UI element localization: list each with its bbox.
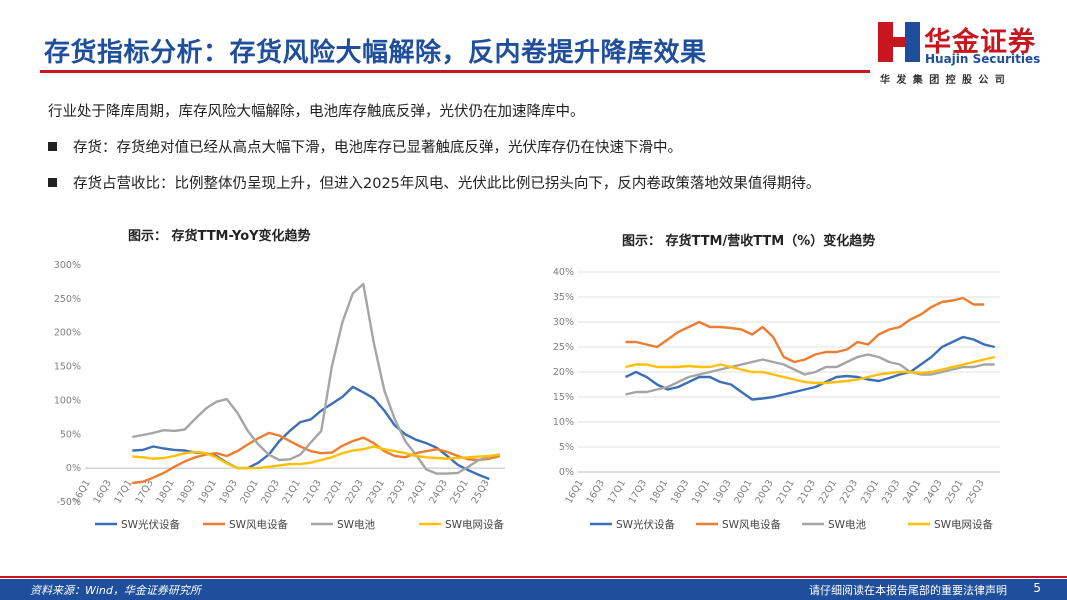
footer-rule bbox=[0, 576, 1067, 578]
x-tick-label: 17Q1 bbox=[113, 478, 135, 506]
x-tick-label: 25Q1 bbox=[449, 478, 471, 506]
x-tick-label: 21Q3 bbox=[302, 478, 324, 506]
y-tick-label: 20% bbox=[553, 367, 574, 378]
chart-title: 图示： 存货TTM/营收TTM（%）变化趋势 bbox=[622, 233, 875, 249]
y-tick-label: 5% bbox=[559, 442, 574, 453]
x-tick-label: 20Q1 bbox=[732, 478, 754, 506]
x-tick-label: 20Q3 bbox=[260, 478, 282, 506]
legend-label: SW光伏设备 bbox=[121, 518, 181, 531]
bullet-square-icon bbox=[48, 178, 57, 187]
legend-label: SW光伏设备 bbox=[616, 518, 676, 531]
y-tick-label: 15% bbox=[553, 392, 574, 403]
x-tick-label: 16Q3 bbox=[92, 478, 114, 506]
logo-name-cn: 华金证券 bbox=[924, 27, 1036, 58]
bullet-text: 存货：存货绝对值已经从高点大幅下滑，电池库存已显著触底反弹，光伏库存仍在快速下滑… bbox=[73, 140, 682, 156]
chart-inventory-to-revenue: 图示： 存货TTM/营收TTM（%）变化趋势 0% 5% 10% 15% 20% 25% 30… bbox=[553, 233, 1000, 531]
x-tick-label: 21Q1 bbox=[281, 478, 303, 506]
x-tick-label: 17Q1 bbox=[606, 478, 628, 506]
x-tick-label: 22Q3 bbox=[838, 478, 860, 506]
bullet-inventory-ratio: 存货占营收比：比例整体仍呈现上升，但进入2025年风电、光伏此比例已拐头向下，反… bbox=[48, 172, 820, 193]
legend-label: SW电池 bbox=[337, 518, 376, 531]
legend-label: SW电池 bbox=[828, 518, 867, 531]
title-underline bbox=[40, 70, 870, 73]
x-tick-label: 23Q1 bbox=[365, 478, 387, 506]
chart-inventory-yoy: 图示： 存货TTM-YoY变化趋势 -50% 0% 50% 100% 150% 200% 25… bbox=[54, 228, 505, 531]
x-tick-label: 18Q1 bbox=[155, 478, 177, 506]
x-tick-label: 25Q3 bbox=[470, 478, 492, 506]
y-tick-label: -50% bbox=[56, 497, 81, 508]
bullet-inventory: 存货：存货绝对值已经从高点大幅下滑，电池库存已显著触底反弹，光伏库存仍在快速下滑… bbox=[48, 136, 682, 157]
chart-title: 图示： 存货TTM-YoY变化趋势 bbox=[128, 228, 311, 244]
x-tick-label: 22Q1 bbox=[817, 478, 839, 506]
x-tick-label: 19Q3 bbox=[711, 478, 733, 506]
x-tick-label: 16Q3 bbox=[585, 478, 607, 506]
y-tick-label: 250% bbox=[54, 294, 81, 305]
y-tick-label: 40% bbox=[553, 267, 574, 278]
x-tick-label: 21Q3 bbox=[796, 478, 818, 506]
series-line bbox=[132, 431, 501, 485]
x-tick-label: 24Q3 bbox=[922, 478, 944, 506]
y-tick-label: 0% bbox=[559, 467, 574, 478]
y-tick-label: 0% bbox=[66, 463, 81, 474]
x-tick-label: 21Q1 bbox=[775, 478, 797, 506]
x-tick-label: 20Q1 bbox=[239, 478, 261, 506]
series-line bbox=[624, 335, 995, 401]
series-line bbox=[625, 353, 995, 396]
company-logo: 华金证券 Huajin Securities 华发集团控股公司 bbox=[878, 20, 1058, 90]
legend-label: SW风电设备 bbox=[722, 518, 782, 531]
series-line bbox=[132, 282, 501, 475]
x-tick-label: 23Q1 bbox=[859, 478, 881, 506]
x-tick-label: 19Q1 bbox=[197, 478, 219, 506]
x-tick-label: 16Q1 bbox=[71, 478, 93, 506]
series-line bbox=[625, 355, 995, 385]
y-tick-label: 100% bbox=[54, 395, 81, 406]
x-tick-label: 23Q3 bbox=[880, 478, 902, 506]
y-tick-label: 35% bbox=[553, 292, 574, 303]
x-tick-label: 25Q3 bbox=[964, 478, 986, 506]
y-tick-label: 150% bbox=[54, 362, 81, 373]
x-tick-label: 17Q3 bbox=[627, 478, 649, 506]
page-title: 存货指标分析：存货风险大幅解除，反内卷提升降库效果 bbox=[44, 38, 707, 68]
x-tick-label: 16Q1 bbox=[564, 478, 586, 506]
huajin-logo-icon bbox=[878, 22, 920, 62]
x-tick-label: 23Q3 bbox=[386, 478, 408, 506]
x-tick-label: 19Q1 bbox=[690, 478, 712, 506]
x-tick-label: 18Q3 bbox=[669, 478, 691, 506]
footer-bar: 资料来源：Wind，华金证券研究所 请仔细阅读在本报告尾部的重要法律声明 5 bbox=[0, 579, 1067, 600]
x-tick-label: 24Q1 bbox=[901, 478, 923, 506]
y-tick-label: 10% bbox=[553, 417, 574, 428]
bullet-square-icon bbox=[48, 142, 57, 151]
footer-source: 资料来源：Wind，华金证券研究所 bbox=[30, 584, 201, 597]
y-tick-label: 30% bbox=[553, 317, 574, 328]
x-tick-label: 20Q3 bbox=[753, 478, 775, 506]
x-tick-label: 24Q1 bbox=[407, 478, 429, 506]
footer-disclaimer: 请仔细阅读在本报告尾部的重要法律声明 bbox=[809, 584, 1007, 597]
series-line bbox=[625, 296, 985, 364]
legend-label: SW风电设备 bbox=[229, 518, 289, 531]
x-tick-label: 19Q3 bbox=[218, 478, 240, 506]
x-tick-label: 22Q3 bbox=[344, 478, 366, 506]
page-number: 5 bbox=[1033, 581, 1041, 595]
legend-label: SW电网设备 bbox=[934, 518, 994, 531]
x-tick-label: 18Q1 bbox=[648, 478, 670, 506]
logo-name-en: Huajin Securities bbox=[925, 52, 1041, 66]
y-tick-label: 200% bbox=[54, 328, 81, 339]
series-line bbox=[132, 445, 500, 470]
series-line bbox=[132, 385, 490, 481]
x-tick-label: 22Q1 bbox=[323, 478, 345, 506]
x-tick-label: 25Q1 bbox=[943, 478, 965, 506]
x-tick-label: 24Q3 bbox=[428, 478, 450, 506]
bullet-text: 存货占营收比：比例整体仍呈现上升，但进入2025年风电、光伏此比例已拐头向下，反… bbox=[73, 176, 821, 192]
intro-text: 行业处于降库周期，库存风险大幅解除，电池库存触底反弹，光伏仍在加速降库中。 bbox=[48, 104, 585, 120]
y-tick-label: 50% bbox=[60, 429, 81, 440]
y-tick-label: 300% bbox=[54, 260, 81, 271]
y-tick-label: 25% bbox=[553, 342, 574, 353]
x-tick-label: 18Q3 bbox=[176, 478, 198, 506]
logo-subtitle: 华发集团控股公司 bbox=[880, 75, 1012, 86]
legend-label: SW电网设备 bbox=[445, 518, 505, 531]
